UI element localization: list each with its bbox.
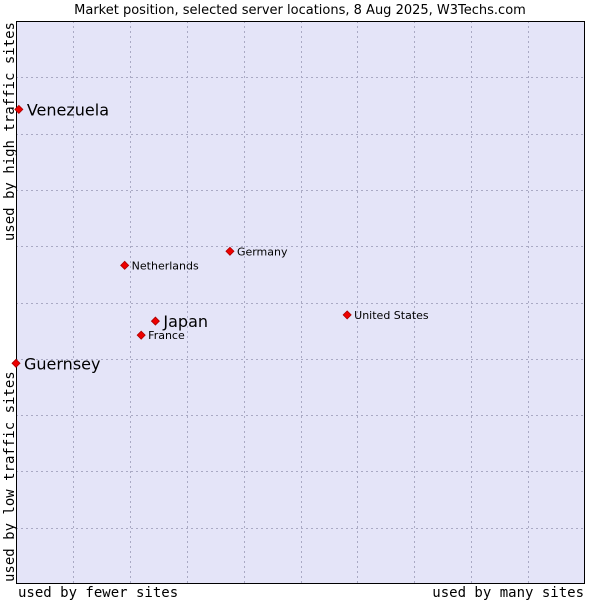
plot-area bbox=[16, 21, 585, 584]
point-marker bbox=[11, 358, 21, 368]
data-point-japan: Japan bbox=[150, 312, 208, 331]
x-axis-label-right: used by many sites bbox=[432, 585, 584, 600]
grid bbox=[16, 21, 585, 584]
point-label: Venezuela bbox=[27, 100, 109, 119]
point-marker bbox=[136, 330, 146, 340]
point-label: Guernsey bbox=[24, 354, 100, 373]
data-point-netherlands: Netherlands bbox=[120, 259, 199, 272]
y-axis-label-bottom: used by low traffic sites bbox=[2, 371, 18, 582]
point-label: France bbox=[148, 329, 185, 342]
point-label: Netherlands bbox=[132, 259, 199, 272]
point-label: United States bbox=[354, 309, 429, 322]
point-marker bbox=[150, 316, 160, 326]
data-points: Venezuela Germany Netherlands United States… bbox=[11, 100, 429, 373]
data-point-germany: Germany bbox=[225, 245, 288, 258]
plot-border bbox=[16, 21, 585, 584]
data-point-venezuela: Venezuela bbox=[14, 100, 109, 119]
point-marker bbox=[120, 260, 130, 270]
data-point-united-states: United States bbox=[342, 309, 429, 322]
point-label: Japan bbox=[162, 312, 208, 331]
point-marker bbox=[225, 246, 235, 256]
y-axis-label-top: used by high traffic sites bbox=[2, 22, 18, 241]
point-marker bbox=[14, 104, 24, 114]
point-label: Germany bbox=[237, 245, 288, 258]
chart-title: Market position, selected server locatio… bbox=[74, 3, 526, 18]
point-marker bbox=[342, 310, 352, 320]
data-point-guernsey: Guernsey bbox=[11, 354, 100, 373]
x-axis-label-left: used by fewer sites bbox=[18, 585, 178, 600]
data-point-france: France bbox=[136, 329, 185, 342]
